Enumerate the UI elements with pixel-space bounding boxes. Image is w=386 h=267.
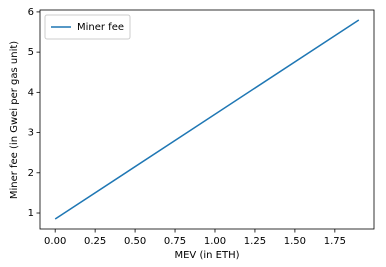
legend-box [44,14,131,40]
x-tick-label: 0.25 [84,236,106,247]
x-tick-label: 0.50 [124,236,146,247]
x-tick-label: 1.50 [284,236,306,247]
x-axis-label: MEV (in ETH) [174,250,239,261]
x-tick-label: 0.75 [164,236,186,247]
axes-frame [39,9,375,230]
x-tick-label: 1.00 [204,236,226,247]
y-tick-label: 6 [28,7,34,18]
line [54,19,360,220]
y-tick-label: 3 [28,128,34,139]
y-tick-label: 5 [28,47,34,58]
x-tick-label: 1.25 [244,236,266,247]
x-tick-label: 1.75 [324,236,346,247]
y-tick-label: 1 [28,208,34,219]
y-tick-label: 2 [28,168,34,179]
y-tick-label: 4 [28,87,34,98]
x-tick-label: 0.00 [44,236,66,247]
legend-label: Miner fee [77,22,124,33]
y-axis-label: Miner fee (in Gwei per gas unit) [9,41,20,199]
